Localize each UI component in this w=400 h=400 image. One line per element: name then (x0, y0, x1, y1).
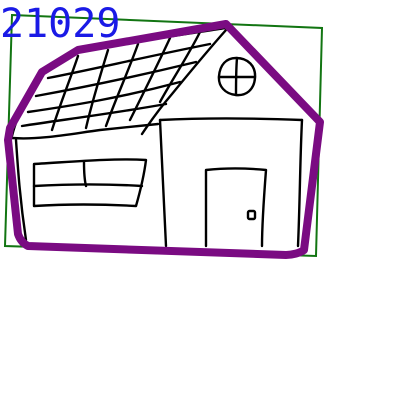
front-wall-left (158, 118, 168, 248)
door (204, 167, 268, 248)
roof-eave (10, 122, 160, 140)
sketch-id-label: 21029 (0, 1, 121, 47)
front-wall-right (296, 118, 304, 248)
roof-right-edge (140, 28, 228, 136)
outline-hull (4, 20, 324, 259)
front-wall-top (158, 117, 304, 122)
door-knob (246, 209, 257, 221)
house-sketch-strokes (10, 26, 304, 248)
side-window (32, 158, 148, 208)
